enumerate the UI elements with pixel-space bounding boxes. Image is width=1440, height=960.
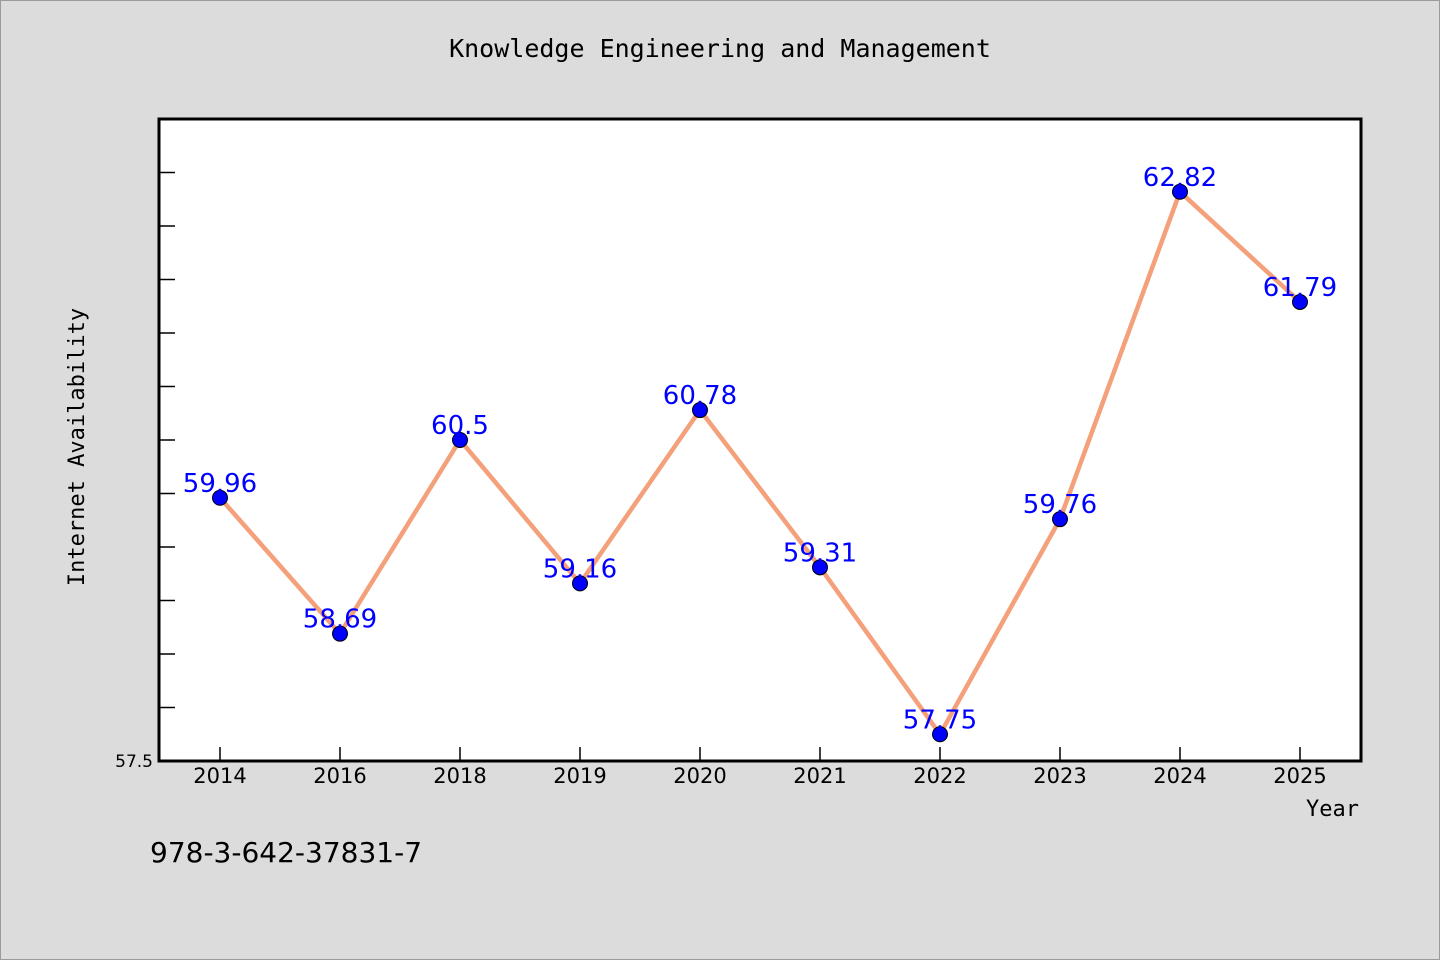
data-point xyxy=(932,726,948,743)
data-point xyxy=(1292,293,1308,310)
y-axis-title: Internet Availability xyxy=(65,308,90,586)
data-label: 59.96 xyxy=(183,469,257,499)
data-point xyxy=(1172,183,1188,200)
data-point xyxy=(692,402,708,419)
data-point xyxy=(452,432,468,448)
data-point xyxy=(1052,511,1068,528)
plot-area xyxy=(157,117,1363,763)
x-tick-label: 2021 xyxy=(793,764,846,788)
data-label: 60.78 xyxy=(663,381,737,411)
data-point xyxy=(332,625,348,642)
data-label: 61.79 xyxy=(1263,273,1337,303)
x-axis-ticks: 2014 2016 2018 2019 2020 2021 2022 2023 2024 2025 xyxy=(193,747,1327,788)
x-axis-title: Year xyxy=(1306,797,1359,822)
chart-title: Knowledge Engineering and Management xyxy=(449,34,991,63)
data-label: 59.16 xyxy=(543,554,617,584)
x-tick-label: 2018 xyxy=(433,764,486,788)
data-label: 62.82 xyxy=(1143,163,1217,193)
data-label: 58.69 xyxy=(303,605,377,635)
x-tick-label: 2016 xyxy=(313,764,366,788)
x-tick-label: 2025 xyxy=(1273,764,1326,788)
x-tick-label: 2023 xyxy=(1033,764,1086,788)
data-label: 57.75 xyxy=(903,705,977,735)
data-label: 60.5 xyxy=(431,411,489,441)
x-tick-label: 2014 xyxy=(193,764,246,788)
data-label: 59.76 xyxy=(1023,490,1097,520)
data-label: 59.31 xyxy=(783,538,857,568)
series-layer: 59.96 58.69 60.5 59.16 60.78 59.31 57.75 59.76 6… xyxy=(183,163,1337,743)
isbn-code: 978-3-642-37831-7 xyxy=(150,836,423,869)
series-line xyxy=(217,189,1303,737)
x-tick-label: 2024 xyxy=(1153,764,1206,788)
data-point xyxy=(812,559,828,576)
data-point xyxy=(572,575,588,592)
data-point xyxy=(212,489,228,506)
x-tick-label: 2020 xyxy=(673,764,726,788)
x-tick-label: 2019 xyxy=(553,764,606,788)
x-tick-label: 2022 xyxy=(913,764,966,788)
y-tick-label-min: 57.5 xyxy=(115,752,153,772)
y-axis-ticks xyxy=(159,118,175,762)
